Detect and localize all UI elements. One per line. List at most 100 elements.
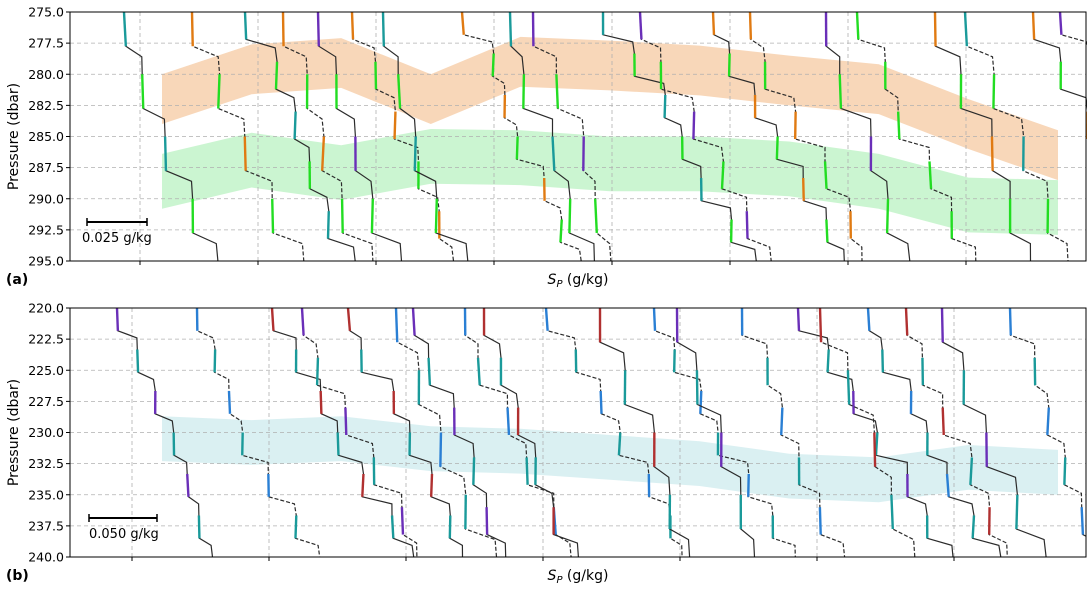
panel-a-profile-6-segment-1 [350, 11, 355, 40]
panel-b-profile-4-segment-2 [315, 357, 320, 386]
panel-b-profile-8 [464, 307, 572, 558]
panel-b-scale-bar: 0.050 g/kg [88, 514, 159, 542]
panel-a-profile-13-segment-4 [775, 136, 779, 160]
panel-a-profile-20-segment-1 [1058, 11, 1063, 35]
panel-b-profile-17-segment-5 [945, 473, 950, 497]
panel-a-bands [162, 36, 1058, 235]
panel-b-profile-15-segment-4 [874, 432, 879, 456]
panel-a-profiles [122, 11, 1087, 262]
panel-b-profile-6-segment-3 [439, 432, 443, 467]
panel-b-profile-16-segment-4 [890, 494, 894, 530]
panel-a-y-tick-label-8: 292.5 [28, 222, 64, 237]
panel-a-profile-1-segment-1 [122, 11, 128, 47]
panel-a: 275.0 277.5 280.0 282.5 285.0 287.5 290.0 292.5… [6, 5, 1087, 290]
panel-b-profile-14 [741, 307, 846, 558]
panel-a-profile-13-segment-6 [825, 219, 829, 243]
panel-a-profile-19-segment-1 [1031, 11, 1036, 40]
panel-a-profile-13-segment-5 [801, 177, 805, 201]
panel-b-profile-4-segment-1 [300, 307, 305, 336]
panel-a-band-1 [162, 36, 1058, 181]
panel-a-profile-12-segment-4 [720, 161, 725, 189]
panel-a-profile-16-segment-1 [855, 11, 860, 40]
panel-b-profile-7-segment-1 [411, 307, 416, 336]
panel-a-y-tick-label-4: 282.5 [28, 98, 64, 113]
panel-b-profile-19-segment-1 [940, 307, 944, 343]
panel-a-profile-7-segment-3 [413, 136, 417, 171]
panel-a-profile-2-segment-1 [190, 11, 194, 47]
panel-b-profile-7-segment-4 [472, 457, 476, 485]
panel-b-profile-15-segment-2 [826, 349, 830, 373]
panel-a-profile-12-segment-3 [692, 111, 696, 140]
panel-b-profile-7-segment-5 [485, 507, 489, 535]
panel-a-profile-12-segment-1 [638, 11, 643, 40]
panel-a-x-ticks [139, 261, 967, 265]
panel-b: 220.0 222.5 225.0 227.5 230.0 232.5 235.0 237.5… [6, 301, 1087, 586]
panel-a-profile-3-segment-2 [274, 61, 279, 90]
panel-b-profiles [115, 307, 1087, 558]
panel-a-profile-15-segment-4 [885, 198, 890, 234]
panel-a-profile-12-segment-5 [745, 211, 749, 239]
panel-b-profile-16-segment-2 [846, 370, 851, 405]
panel-b-y-tick-label-5: 230.0 [28, 425, 64, 440]
panel-b-profile-12-segment-3 [699, 390, 703, 414]
panel-a-profile-7-segment-2 [397, 74, 402, 109]
panel-a-profile-6-segment-3 [393, 111, 397, 140]
panel-a-y-ticks: 275.0 277.5 280.0 282.5 285.0 287.5 290.0 292.5… [28, 5, 70, 269]
panel-a-profile-10-segment-2 [555, 74, 560, 109]
panel-a-profile-4-segment-3 [320, 136, 326, 171]
panel-a-profile-18-segment-1 [963, 11, 969, 47]
panel-b-profile-12-segment-1 [652, 307, 657, 331]
panel-a-profile-14-segment-4 [823, 161, 828, 189]
panel-b-scale-bar-label: 0.050 g/kg [89, 527, 159, 542]
panel-b-profile-18-segment-4 [969, 457, 974, 485]
panel-a-label: (a) [6, 272, 28, 288]
panel-a-profile-5-segment-4 [370, 198, 375, 234]
panel-a-y-tick-label-7: 290.0 [28, 191, 64, 206]
panel-b-profile-18 [905, 307, 1008, 558]
panel-b-label: (b) [6, 568, 29, 584]
panel-a-y-tick-label-6: 287.5 [28, 160, 64, 175]
panel-b-profile-8-segment-3 [506, 407, 511, 436]
panel-a-profile-5-segment-1 [316, 11, 321, 47]
panel-b-profile-1-segment-6 [197, 515, 201, 539]
panel-b-y-axis-label: Pressure (dbar) [6, 379, 22, 486]
panel-b-band-1 [162, 416, 1058, 503]
panel-a-y-tick-label-1: 275.0 [28, 5, 64, 20]
panel-b-y-ticks: 220.0 222.5 225.0 227.5 230.0 232.5 235.0 237.5… [28, 301, 70, 565]
panel-b-profile-5-segment-5 [429, 473, 434, 497]
panel-b-profile-2-segment-3 [227, 390, 232, 414]
panel-a-profile-10-segment-4 [593, 198, 598, 234]
panel-a-y-tick-label-3: 280.0 [28, 67, 64, 82]
panel-a-x-axis-label: SP (g/kg) [548, 272, 609, 290]
panel-b-profile-3-segment-4 [336, 432, 340, 456]
panel-b-profile-8-segment-4 [525, 457, 529, 485]
panel-b-profile-20-segment-5 [1080, 507, 1085, 535]
panel-a-profile-9-segment-3 [551, 136, 556, 171]
panel-a-profile-13-segment-1 [711, 11, 716, 35]
panel-b-y-tick-label-9: 240.0 [28, 550, 64, 565]
panel-b-profile-1-segment-5 [186, 473, 190, 497]
panel-a-profile-12 [639, 11, 772, 262]
panel-b-y-tick-label-4: 227.5 [28, 394, 64, 409]
panel-b-profile-2-segment-6 [294, 515, 298, 539]
panel-b-profile-4-segment-3 [344, 407, 348, 436]
panel-a-profile-16 [856, 11, 977, 262]
panel-a-profile-17-segment-1 [933, 11, 937, 47]
panel-b-profile-18-segment-1 [904, 307, 909, 336]
panel-b-profile-20 [1009, 307, 1087, 538]
panel-b-profile-11 [599, 308, 691, 558]
panel-a-profile-3-segment-3 [293, 111, 297, 140]
panel-b-profile-1-segment-2 [136, 349, 140, 373]
panel-a-profile-2-segment-4 [271, 198, 275, 234]
panel-b-profile-3-segment-6 [390, 515, 395, 539]
panel-a-profile-2-segment-3 [243, 136, 247, 171]
panel-a-profile-7-segment-1 [381, 11, 386, 47]
panel-a-profile-1-segment-3 [163, 136, 168, 171]
panel-a-profile-9-segment-4 [568, 198, 572, 234]
panel-a-y-tick-label-2: 277.5 [28, 36, 64, 51]
panel-b-y-tick-label-3: 225.0 [28, 363, 64, 378]
panel-a-profile-2-segment-2 [217, 74, 221, 109]
panel-b-profile-7-segment-2 [427, 357, 432, 386]
panel-a-profile-8-segment-2 [491, 53, 495, 77]
